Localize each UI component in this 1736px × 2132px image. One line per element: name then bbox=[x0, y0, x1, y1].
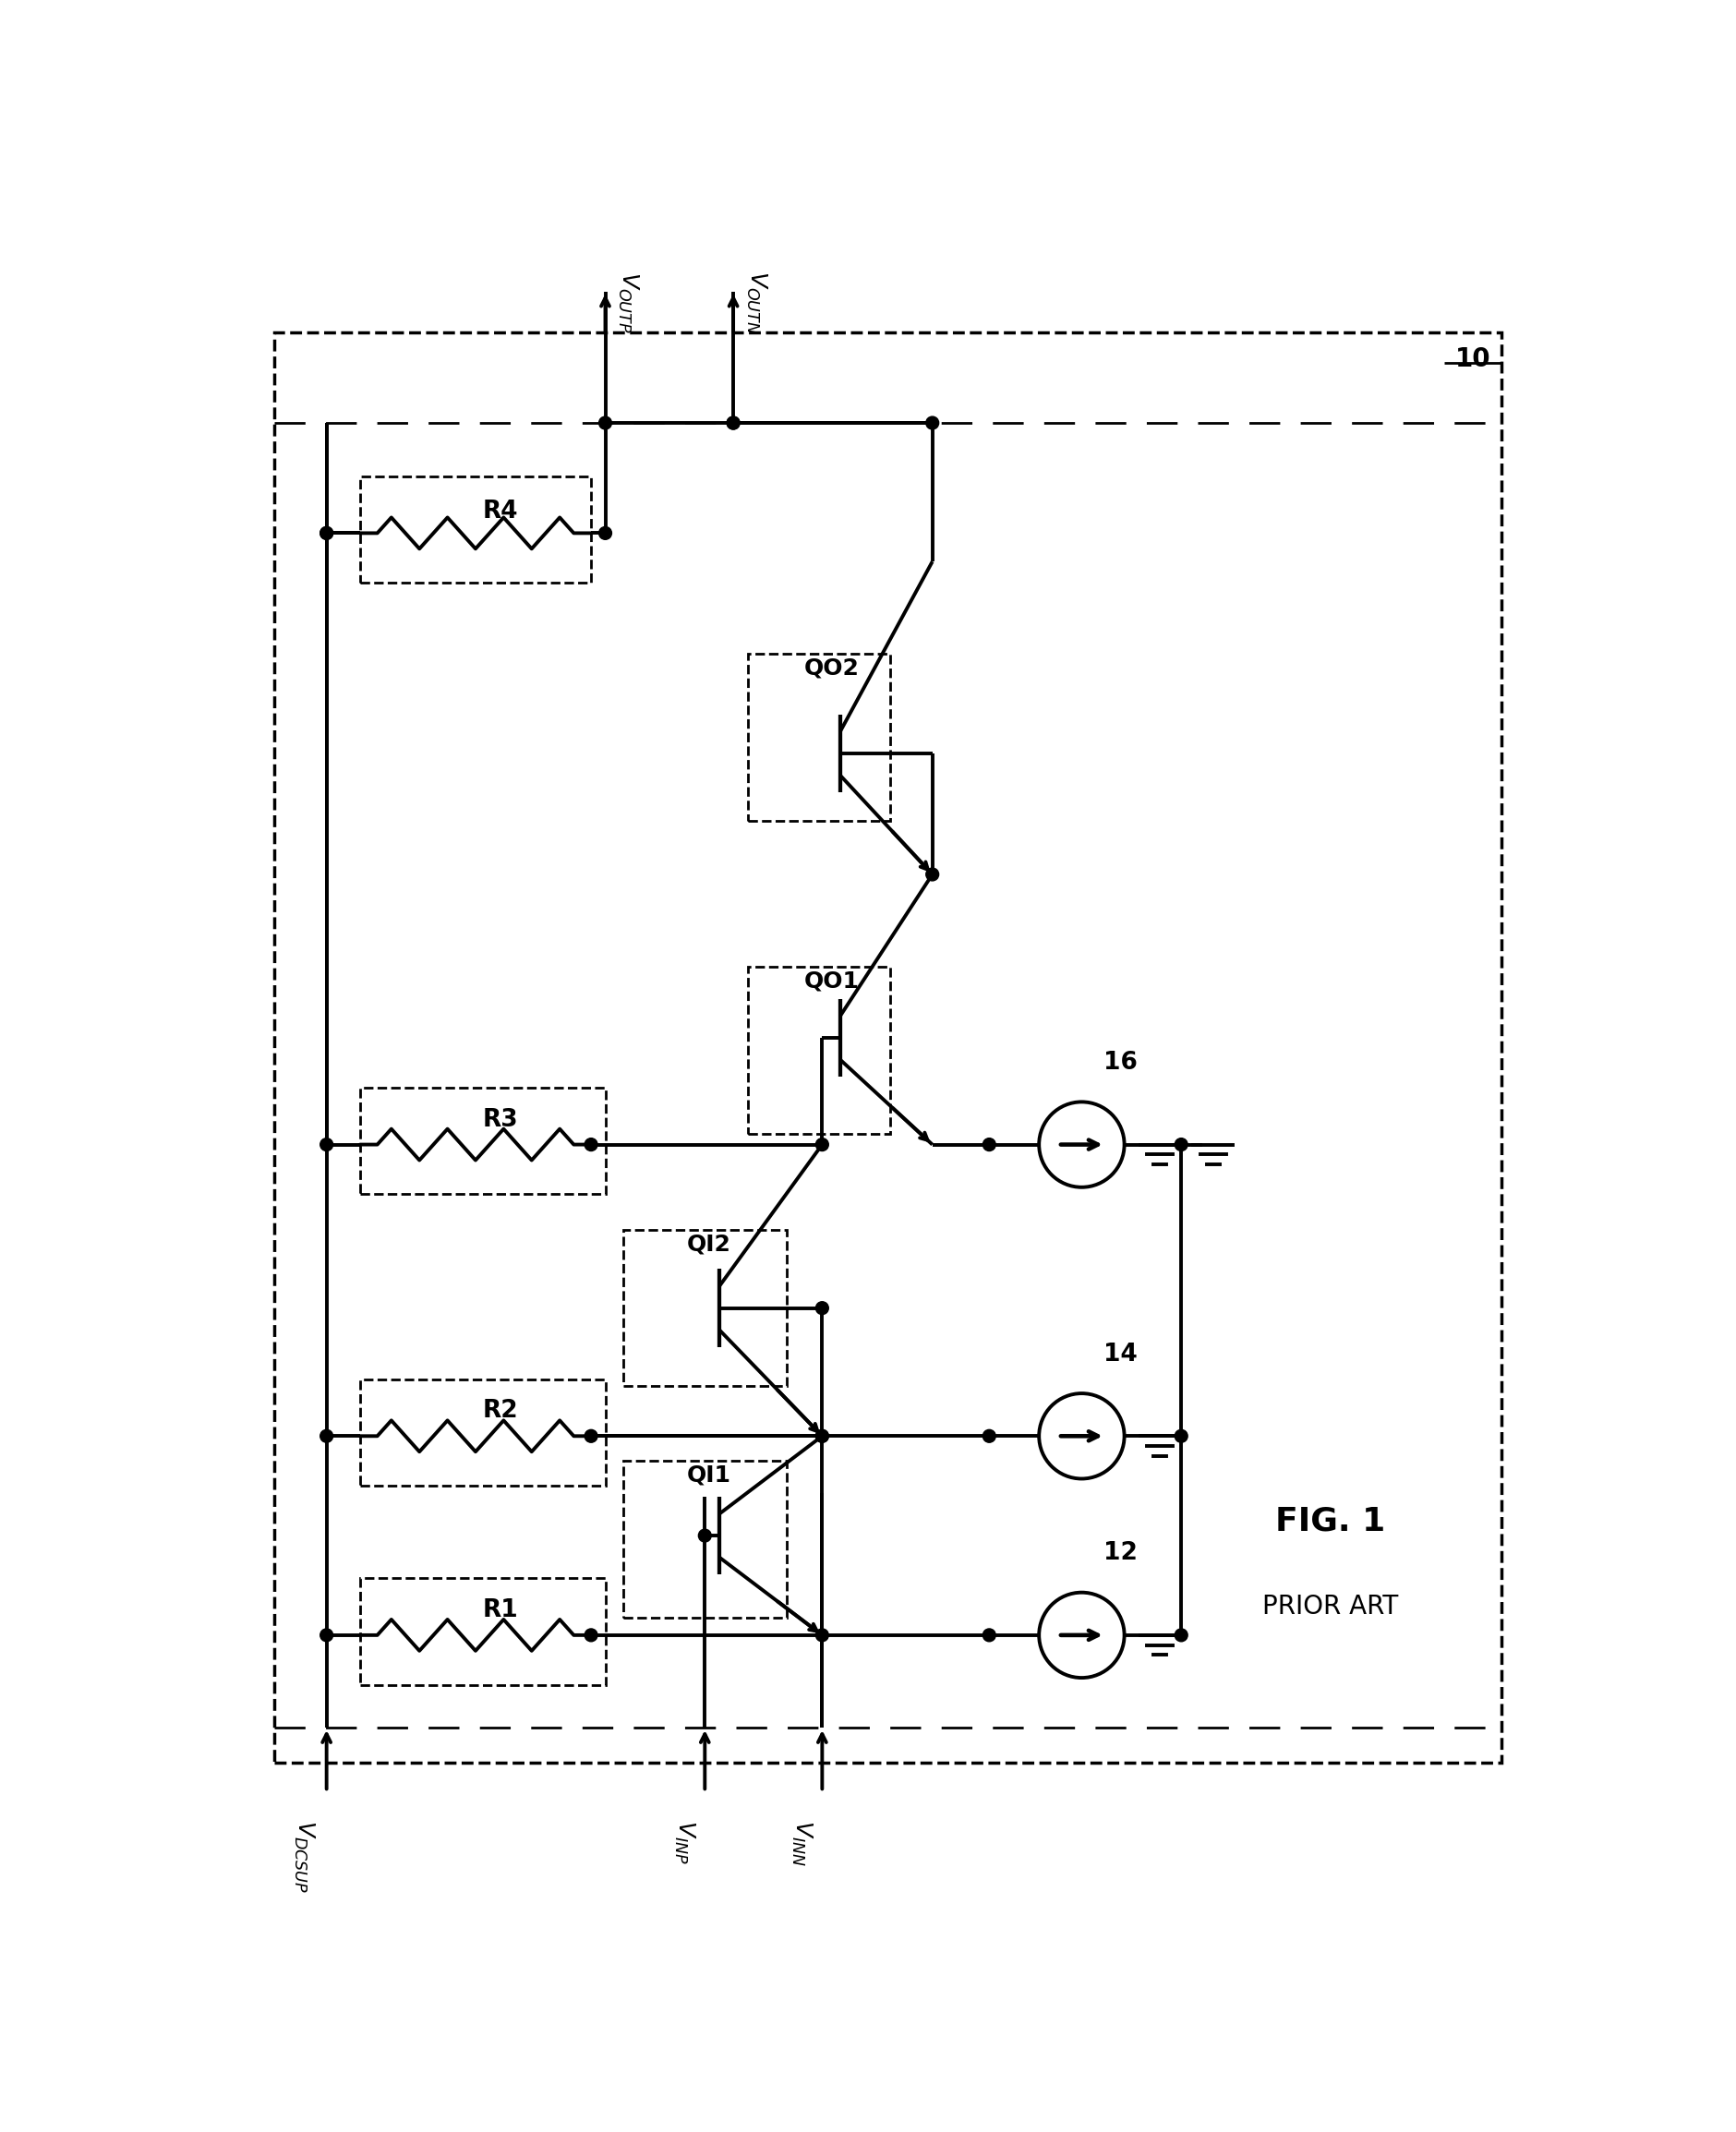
Circle shape bbox=[319, 1138, 333, 1151]
Circle shape bbox=[816, 1629, 828, 1642]
Circle shape bbox=[599, 527, 611, 539]
Circle shape bbox=[599, 416, 611, 429]
Circle shape bbox=[1175, 1138, 1187, 1151]
Bar bbox=[623, 1460, 786, 1618]
Circle shape bbox=[816, 1138, 828, 1151]
Text: R4: R4 bbox=[483, 499, 519, 524]
Text: R2: R2 bbox=[483, 1399, 519, 1424]
Text: PRIOR ART: PRIOR ART bbox=[1262, 1595, 1399, 1620]
Circle shape bbox=[319, 527, 333, 539]
Bar bbox=[748, 966, 891, 1134]
Text: R3: R3 bbox=[483, 1109, 519, 1132]
Text: QI1: QI1 bbox=[687, 1465, 731, 1486]
Circle shape bbox=[925, 868, 939, 881]
Bar bbox=[359, 1578, 606, 1684]
Circle shape bbox=[816, 1303, 828, 1315]
Circle shape bbox=[585, 1138, 597, 1151]
Circle shape bbox=[727, 416, 740, 429]
Circle shape bbox=[585, 1431, 597, 1443]
Text: QI2: QI2 bbox=[687, 1232, 731, 1256]
Circle shape bbox=[983, 1138, 996, 1151]
Circle shape bbox=[1175, 1629, 1187, 1642]
Bar bbox=[274, 333, 1502, 1763]
Circle shape bbox=[925, 416, 939, 429]
Circle shape bbox=[816, 1431, 828, 1443]
Text: R1: R1 bbox=[483, 1599, 519, 1622]
Text: FIG. 1: FIG. 1 bbox=[1276, 1505, 1385, 1537]
Circle shape bbox=[585, 1629, 597, 1642]
Circle shape bbox=[727, 416, 740, 429]
Circle shape bbox=[319, 1431, 333, 1443]
Circle shape bbox=[319, 1629, 333, 1642]
Circle shape bbox=[1175, 1431, 1187, 1443]
Bar bbox=[623, 1230, 786, 1386]
Text: 12: 12 bbox=[1102, 1541, 1137, 1565]
Text: $V_{INN}$: $V_{INN}$ bbox=[790, 1821, 814, 1866]
Bar bbox=[359, 1379, 606, 1486]
Text: $V_{OUTN}$: $V_{OUTN}$ bbox=[745, 271, 767, 335]
Text: $V_{INP}$: $V_{INP}$ bbox=[672, 1821, 696, 1863]
Circle shape bbox=[983, 1431, 996, 1443]
Text: 16: 16 bbox=[1102, 1051, 1137, 1075]
Text: $V_{DCSUP}$: $V_{DCSUP}$ bbox=[292, 1821, 316, 1893]
Text: 10: 10 bbox=[1455, 345, 1491, 371]
Text: $V_{OUTP}$: $V_{OUTP}$ bbox=[616, 271, 641, 333]
Bar bbox=[359, 1087, 606, 1194]
Text: QO2: QO2 bbox=[804, 657, 859, 680]
Text: 14: 14 bbox=[1102, 1343, 1137, 1367]
Circle shape bbox=[816, 1431, 828, 1443]
Circle shape bbox=[698, 1529, 712, 1541]
Bar bbox=[748, 655, 891, 821]
Circle shape bbox=[319, 527, 333, 539]
Bar bbox=[359, 475, 590, 582]
Text: QO1: QO1 bbox=[804, 970, 859, 991]
Circle shape bbox=[983, 1629, 996, 1642]
